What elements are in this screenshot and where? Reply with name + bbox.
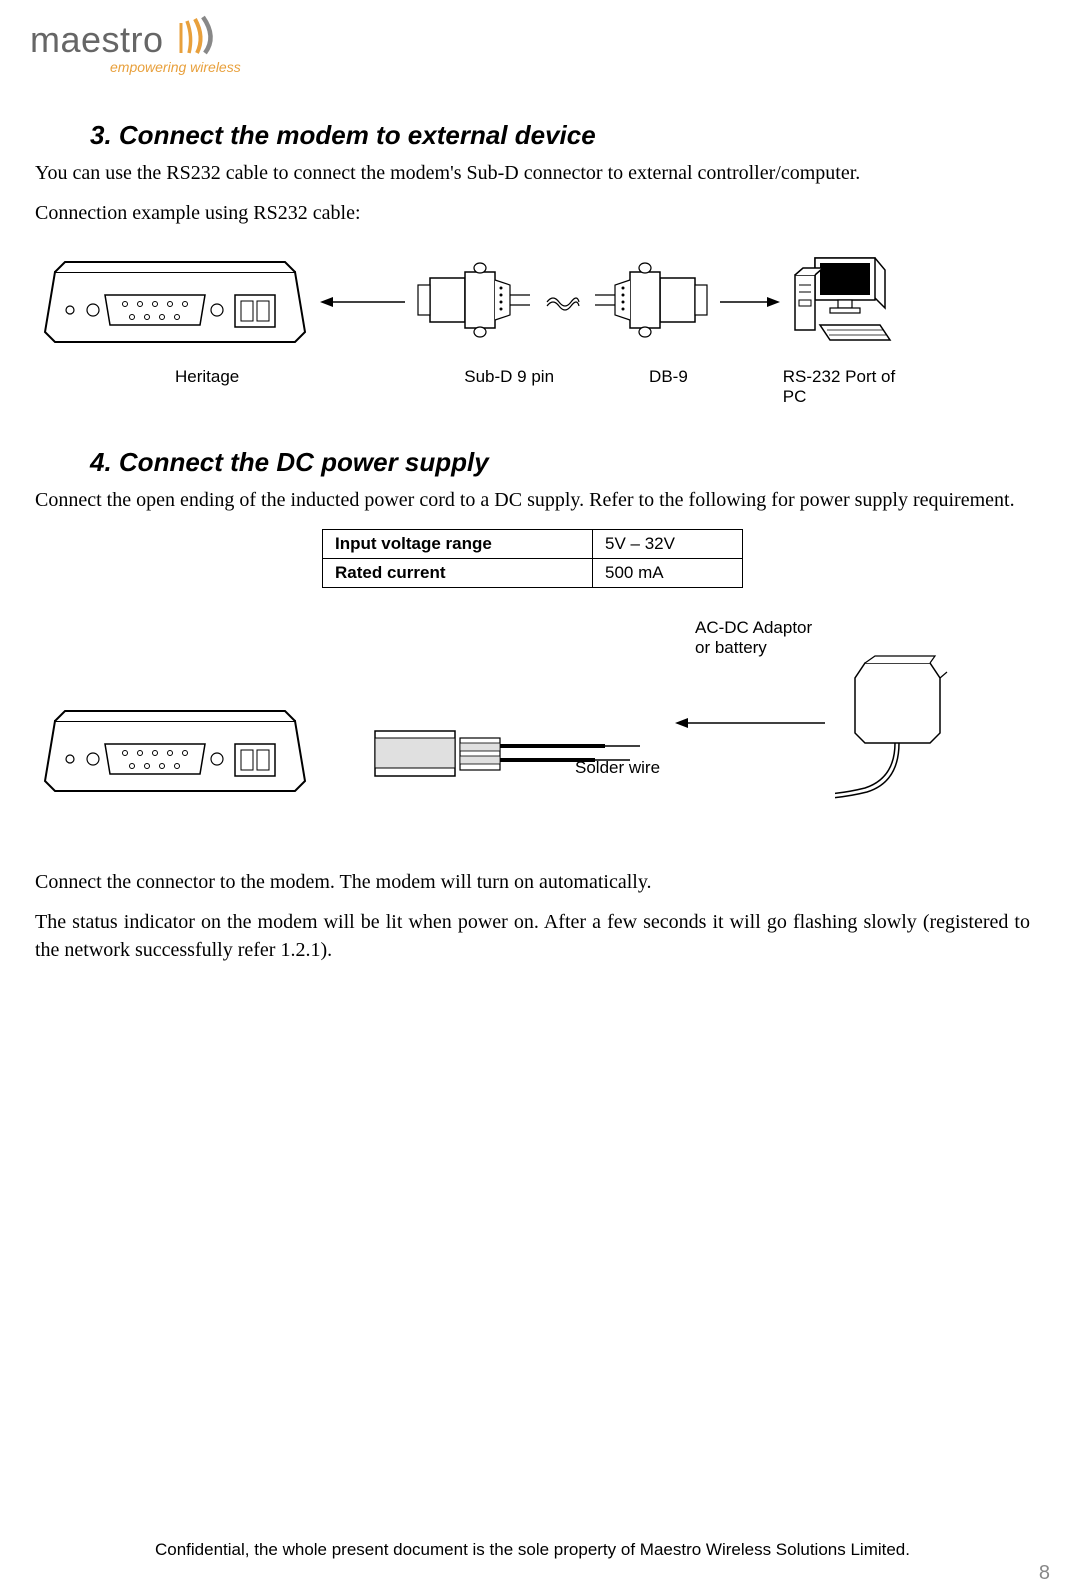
logo-text: maestro xyxy=(30,19,164,61)
page-content: 3. Connect the modem to external device … xyxy=(35,120,1030,976)
page-number: 8 xyxy=(1039,1562,1050,1585)
label-solder: Solder wire xyxy=(575,758,660,778)
label-subd: Sub-D 9 pin xyxy=(464,367,554,407)
modem-diagram xyxy=(35,247,315,357)
pc-diagram xyxy=(785,250,895,355)
power-plug-diagram xyxy=(365,716,665,796)
adaptor-diagram xyxy=(835,648,965,823)
arrow-icon xyxy=(715,287,785,317)
arrow-icon xyxy=(655,628,855,828)
table-row: Rated current 500 mA xyxy=(323,559,743,588)
logo-tagline: empowering wireless xyxy=(110,59,241,75)
section3-para2: Connection example using RS232 cable: xyxy=(35,199,1030,227)
diagram1-labels: Heritage Sub-D 9 pin DB-9 RS-232 Port of… xyxy=(35,367,1030,407)
section3-para1: You can use the RS232 cable to connect t… xyxy=(35,159,1030,187)
modem-diagram xyxy=(35,696,315,801)
table-cell-value: 5V – 32V xyxy=(593,530,743,559)
power-diagram: AC-DC Adaptor or battery Solder wire xyxy=(35,628,1030,828)
db9-connector-diagram xyxy=(580,260,715,345)
cable-squiggle-icon xyxy=(545,292,580,312)
table-row: Input voltage range 5V – 32V xyxy=(323,530,743,559)
section4-para3: The status indicator on the modem will b… xyxy=(35,908,1030,964)
section3-heading: 3. Connect the modem to external device xyxy=(90,120,1030,151)
logo: maestro empowering wireless xyxy=(30,15,241,75)
power-supply-table: Input voltage range 5V – 32V Rated curre… xyxy=(322,529,743,588)
table-cell-label: Input voltage range xyxy=(323,530,593,559)
label-db9: DB-9 xyxy=(649,367,688,407)
label-rs232: RS-232 Port of PC xyxy=(783,367,923,407)
arrow-icon xyxy=(315,287,410,317)
section4-para1: Connect the open ending of the inducted … xyxy=(35,486,1030,514)
footer-text: Confidential, the whole present document… xyxy=(0,1540,1065,1560)
connection-diagram xyxy=(35,247,1030,357)
label-heritage: Heritage xyxy=(175,367,239,407)
table-cell-label: Rated current xyxy=(323,559,593,588)
logo-waves-icon xyxy=(173,15,221,64)
section4-heading: 4. Connect the DC power supply xyxy=(90,447,1030,478)
section4-para2: Connect the connector to the modem. The … xyxy=(35,868,1030,896)
table-cell-value: 500 mA xyxy=(593,559,743,588)
subd-connector-diagram xyxy=(410,260,545,345)
